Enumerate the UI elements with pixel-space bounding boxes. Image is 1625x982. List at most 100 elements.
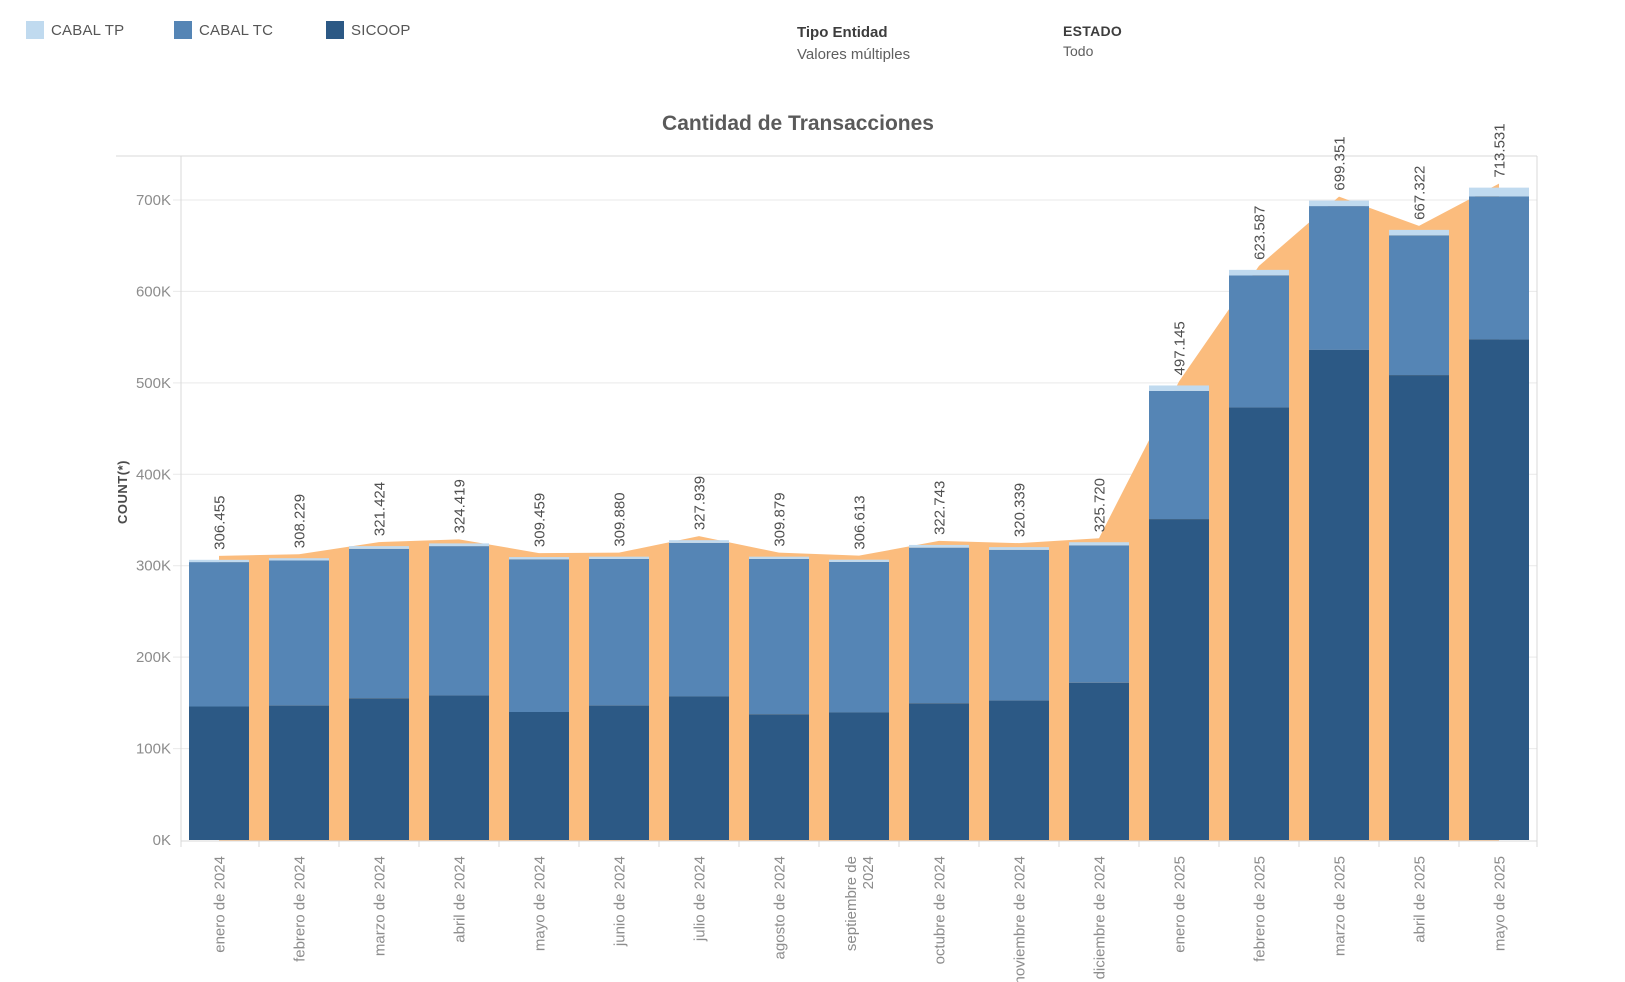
bar-total-label: 308.229 [292,494,309,548]
bar-segment-cabal-tp[interactable] [829,559,889,562]
y-axis-tick-label: 100K [136,741,171,758]
bar-segment-cabal-tp[interactable] [909,544,969,548]
bar-segment-sicoop[interactable] [349,698,409,840]
bar-segment-cabal-tc[interactable] [749,558,809,715]
bar-segment-cabal-tc[interactable] [1229,275,1289,408]
bar-segment-sicoop[interactable] [509,712,569,840]
bar-segment-cabal-tc[interactable] [189,562,249,707]
bar-total-label: 325.720 [1092,478,1109,532]
bar-segment-sicoop[interactable] [269,705,329,840]
filter-estado[interactable]: ESTADO Todo [1063,21,1122,62]
bar-segment-sicoop[interactable] [1069,682,1129,840]
bar-total-label: 324.419 [452,479,469,533]
bar-segment-cabal-tp[interactable] [429,543,489,547]
bar-segment-cabal-tc[interactable] [829,561,889,713]
bar-segment-sicoop[interactable] [1229,407,1289,840]
bar-segment-sicoop[interactable] [589,705,649,840]
bar-segment-cabal-tp[interactable] [1149,385,1209,391]
bar-segment-sicoop[interactable] [829,712,889,840]
x-axis-month-label: enero de 2025 [1172,856,1189,953]
x-axis-month-label: enero de 2024 [212,856,229,953]
bar-segment-cabal-tc[interactable] [429,546,489,696]
x-axis-month-label: febrero de 2024 [292,856,309,962]
bar-segment-sicoop[interactable] [429,695,489,840]
y-axis-tick-label: 300K [136,558,171,575]
bar-total-label: 309.459 [532,493,549,547]
x-axis-month-label: febrero de 2025 [1252,856,1269,962]
x-axis-month-label: julio de 2024 [692,856,709,942]
bar-segment-cabal-tc[interactable] [1069,545,1129,683]
filter-title: ESTADO [1063,23,1123,39]
y-axis-tick-label: 200K [136,649,171,666]
bar-segment-sicoop[interactable] [1389,375,1449,840]
x-axis-month-label: junio de 2024 [612,856,629,947]
bar-segment-cabal-tp[interactable] [509,557,569,560]
x-axis-month-label: mayo de 2025 [1492,856,1509,951]
bar-total-label: 309.880 [612,492,629,546]
bar-segment-sicoop[interactable] [1469,339,1529,840]
x-axis-month-label: abril de 2025 [1412,856,1429,943]
bar-segment-cabal-tp[interactable] [189,559,249,563]
bar-segment-cabal-tp[interactable] [1229,269,1289,276]
x-axis-month-label: septiembre de [843,856,860,951]
bar-segment-cabal-tp[interactable] [1389,229,1449,236]
bar-total-label: 322.743 [932,481,949,535]
legend-item-cabal-tp[interactable]: CABAL TP [26,21,124,39]
y-axis-tick-label: 700K [136,192,171,209]
bar-segment-cabal-tp[interactable] [269,558,329,561]
filter-title: Tipo Entidad [797,24,888,41]
x-axis-month-label: marzo de 2024 [372,856,389,956]
legend-label: CABAL TC [199,21,274,39]
bar-segment-sicoop[interactable] [1309,349,1369,840]
bar-segment-cabal-tc[interactable] [989,549,1049,701]
bar-total-label: 623.587 [1252,206,1269,260]
y-axis-tick-label: 600K [136,283,171,300]
bar-total-label: 327.939 [692,476,709,530]
x-axis-month-label: mayo de 2024 [532,856,549,951]
bar-total-label: 320.339 [1012,483,1029,537]
bar-total-label: 306.613 [852,495,869,549]
bar-segment-cabal-tc[interactable] [349,548,409,699]
bar-segment-sicoop[interactable] [989,700,1049,840]
x-axis-month-label: marzo de 2025 [1332,856,1349,956]
legend-item-sicoop[interactable]: SICOOP [326,21,411,39]
bar-segment-cabal-tp[interactable] [1469,187,1529,197]
bar-segment-cabal-tc[interactable] [669,542,729,697]
bar-segment-cabal-tp[interactable] [1069,542,1129,546]
bar-segment-cabal-tp[interactable] [1309,200,1369,207]
x-axis-month-label: noviembre de 2024 [1012,856,1029,982]
filter-tipo-entidad[interactable]: Tipo Entidad Valores múltiples [797,22,910,66]
bar-total-label: 497.145 [1172,321,1189,375]
bar-segment-sicoop[interactable] [669,696,729,840]
x-axis-month-label: agosto de 2024 [772,856,789,959]
bar-segment-cabal-tc[interactable] [1309,206,1369,350]
x-axis-month-label: octubre de 2024 [932,856,949,964]
bar-total-label: 306.455 [212,496,229,550]
bar-segment-cabal-tc[interactable] [269,560,329,706]
bar-segment-cabal-tp[interactable] [989,547,1049,550]
bar-segment-cabal-tp[interactable] [749,556,809,559]
bar-segment-cabal-tp[interactable] [349,546,409,549]
y-axis-tick-label: 500K [136,375,171,392]
bar-segment-cabal-tc[interactable] [509,559,569,712]
legend-item-cabal-tc[interactable]: CABAL TC [174,21,273,39]
bar-segment-cabal-tp[interactable] [669,540,729,543]
bar-total-label: 699.351 [1332,136,1349,190]
y-axis-tick-label: 0K [153,832,171,849]
bar-total-label: 667.322 [1412,166,1429,220]
bar-segment-cabal-tc[interactable] [1469,196,1529,340]
bar-segment-sicoop[interactable] [909,703,969,840]
bar-segment-sicoop[interactable] [749,714,809,840]
legend-label: CABAL TP [51,21,125,39]
x-axis-month-label: 2024 [860,856,877,889]
bar-segment-cabal-tp[interactable] [589,556,649,559]
bar-segment-cabal-tc[interactable] [1149,390,1209,520]
bar-segment-cabal-tc[interactable] [909,547,969,704]
bar-segment-sicoop[interactable] [1149,519,1209,840]
bar-segment-sicoop[interactable] [189,706,249,840]
bar-segment-cabal-tc[interactable] [589,558,649,706]
legend-label: SICOOP [351,21,411,39]
bar-segment-cabal-tc[interactable] [1389,235,1449,376]
y-axis-title: COUNT(*) [115,460,130,524]
